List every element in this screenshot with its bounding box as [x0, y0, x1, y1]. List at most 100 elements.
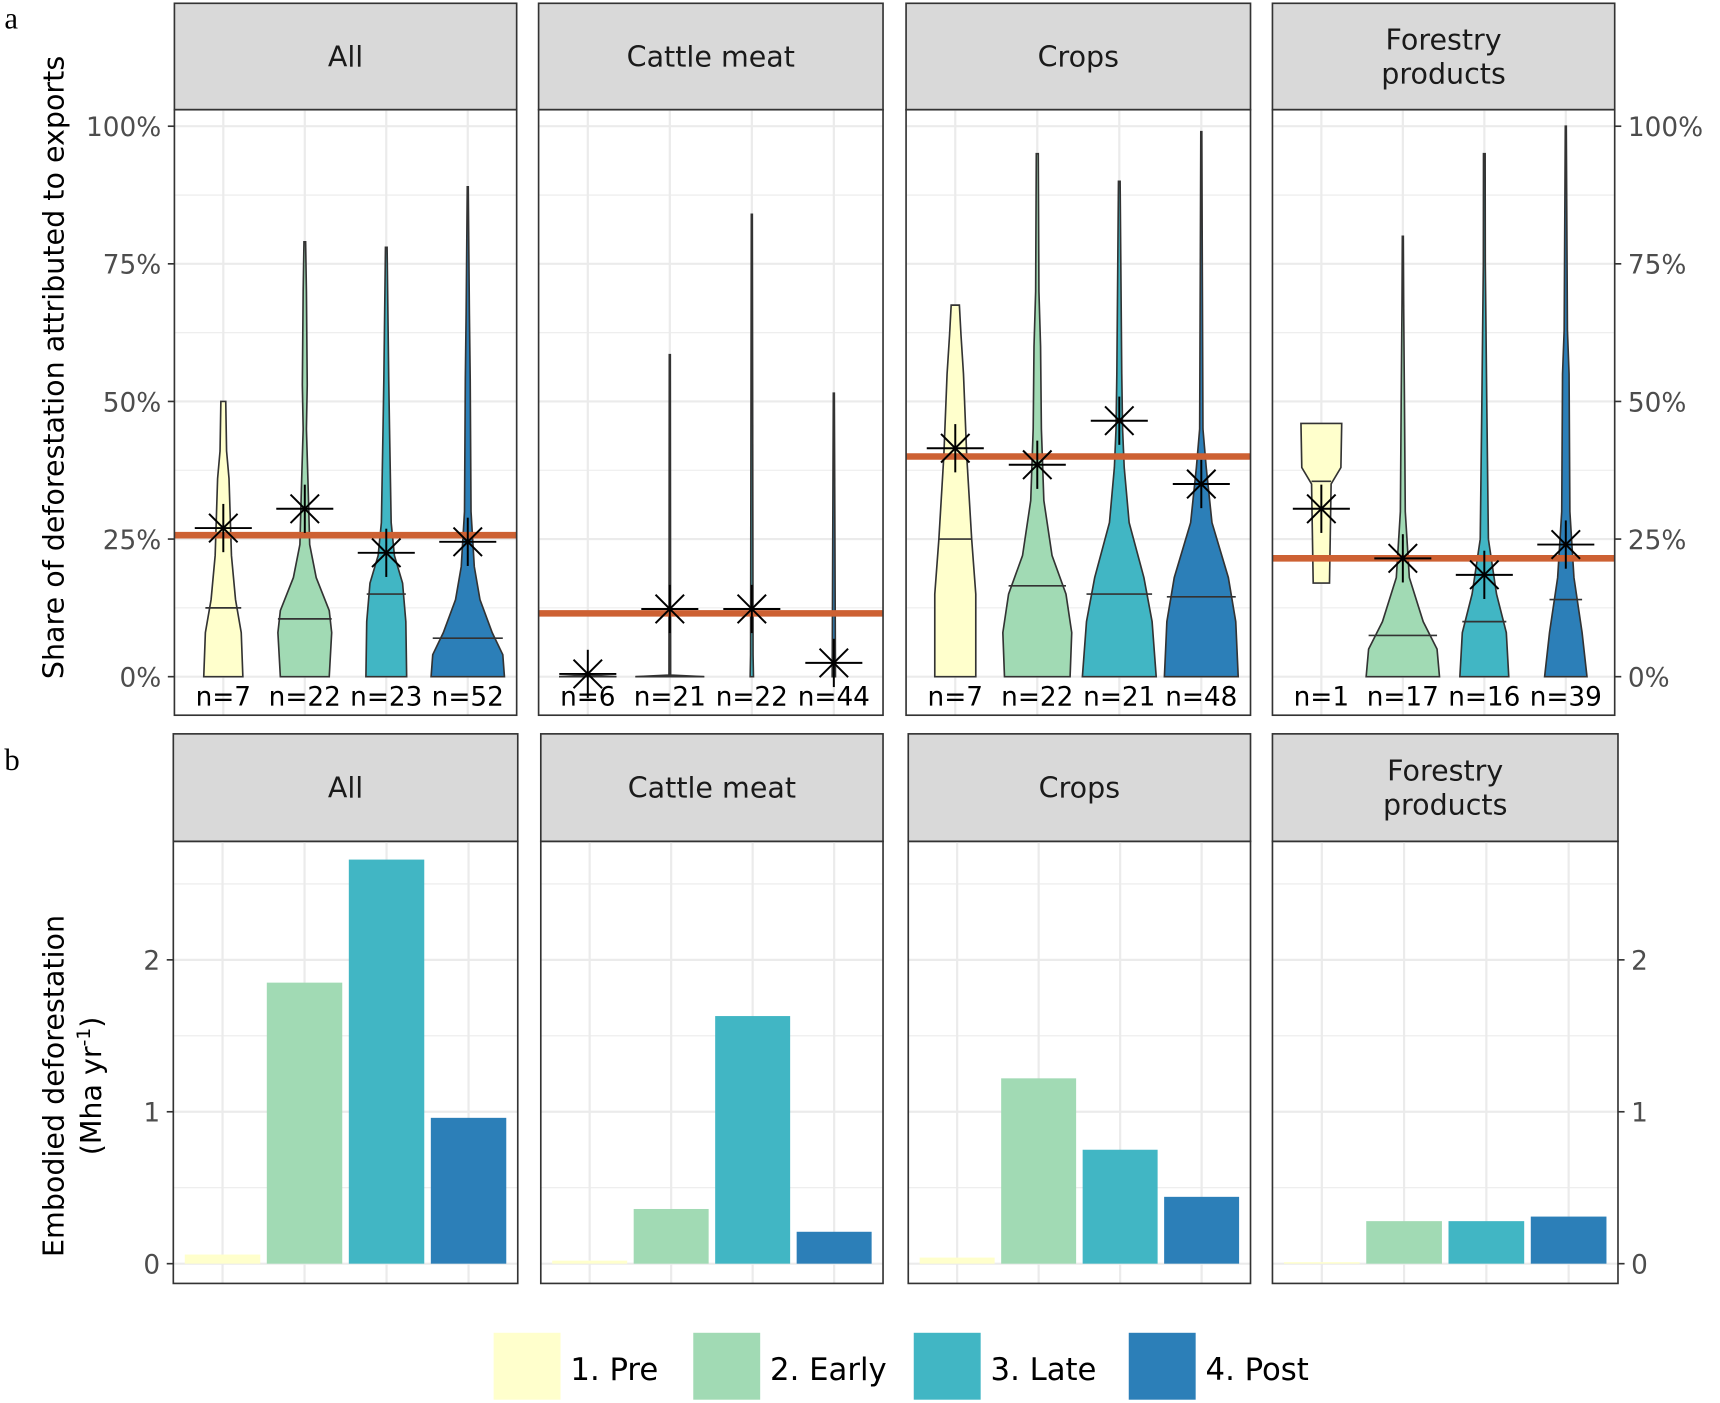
violin-4: [831, 392, 837, 678]
sample-size-label: n=22: [1001, 682, 1073, 712]
facet-border: [1271, 108, 1616, 717]
mean-marker: [276, 484, 334, 533]
facet-title: Cattle meat: [628, 771, 796, 804]
y-tick-label: 50%: [103, 388, 161, 418]
y-axis-title-b-line2: (Mha yr-1): [74, 1017, 108, 1156]
legend-item-1: 1. Pre: [493, 1332, 658, 1400]
legend-swatch: [913, 1332, 981, 1400]
facet-border: [539, 840, 884, 1285]
mean-marker: [1090, 396, 1148, 445]
facet-cattle-meat: Cattle meat n=6 n=21 n=22 n=44: [537, 2, 884, 717]
facet-all: All 0 1 2: [143, 733, 519, 1285]
bar-3: [348, 859, 425, 1264]
sample-size-label: n=16: [1448, 682, 1520, 712]
bar-2: [1001, 1078, 1077, 1264]
violin-3: [365, 246, 408, 678]
bar-1: [919, 1257, 995, 1264]
facet-strip: [1271, 733, 1619, 843]
legend-item-4: 4. Post: [1128, 1332, 1309, 1400]
panel-label-b: b: [4, 743, 19, 777]
mean-marker-d2: [654, 594, 685, 624]
facet-strip: [905, 2, 1252, 111]
facet-title: Crops: [1039, 771, 1120, 804]
bar-4: [430, 1117, 507, 1264]
sample-size-label: n=22: [716, 682, 788, 712]
mean-marker-d2: [736, 594, 767, 624]
y-tick-label: 75%: [1628, 251, 1686, 281]
violin-2: [1002, 152, 1073, 678]
mean-marker: [194, 503, 252, 553]
mean-marker: [439, 517, 497, 566]
bar-4: [796, 1231, 872, 1264]
y-tick-label: 0: [1631, 1251, 1648, 1281]
facet-strip: [1271, 2, 1616, 111]
y-tick-label: 2: [143, 947, 160, 977]
facet-title: Crops: [1038, 40, 1119, 73]
y-tick-label: 50%: [1628, 388, 1686, 418]
mean-marker-d2: [1550, 529, 1581, 560]
facet-title: Cattle meat: [627, 40, 795, 73]
y-axis-title-b-line1: Embodied deforestation: [38, 915, 71, 1257]
facet-title: products: [1383, 788, 1508, 821]
sample-size-label: n=7: [196, 682, 251, 712]
mean-marker: [1537, 520, 1595, 569]
mean-marker-d2: [1104, 405, 1135, 436]
violin-3: [749, 213, 755, 678]
bar-2: [633, 1208, 709, 1264]
bar-3: [715, 1016, 791, 1264]
y-tick-label: 2: [1631, 947, 1648, 977]
y-axis-title-b-close: ): [75, 1017, 108, 1028]
facet-crops: Crops: [907, 733, 1252, 1285]
y-tick-label: 1: [143, 1099, 160, 1129]
y-tick-label: 0%: [1628, 664, 1670, 694]
mean-marker: [1374, 534, 1432, 583]
legend-swatch: [493, 1332, 561, 1400]
bar-3: [1082, 1149, 1158, 1264]
mean-marker-d2: [1387, 543, 1418, 574]
y-tick-label: 0: [143, 1251, 160, 1281]
bar-3: [1448, 1221, 1525, 1264]
facet-all: All n=7 n=22 n=23 n=52 0% 25% 50% 75% 100%: [86, 2, 518, 717]
facet-strip: [537, 2, 884, 111]
mean-marker: [805, 638, 863, 688]
bar-1: [552, 1260, 628, 1264]
y-axis-title-b-exponent: -1: [74, 1028, 95, 1047]
legend-label: 2. Early: [770, 1352, 887, 1388]
legend-item-2: 2. Early: [693, 1332, 887, 1400]
facet-border: [907, 840, 1252, 1285]
bar-1: [1283, 1262, 1360, 1264]
legend-label: 1. Pre: [570, 1352, 658, 1388]
facet-strip: [172, 733, 519, 843]
mean-marker-d2: [208, 513, 239, 544]
legend-swatch: [1128, 1332, 1196, 1400]
y-axis-title-a: Share of deforestation attributed to exp…: [38, 56, 71, 679]
facet-title: All: [328, 40, 363, 73]
mean-marker: [723, 584, 781, 634]
y-tick-label: 25%: [1628, 526, 1686, 556]
mean-marker-d2: [1306, 493, 1337, 524]
panel-label-a: a: [4, 2, 18, 36]
sample-size-label: n=44: [798, 682, 870, 712]
sample-size-label: n=52: [432, 682, 504, 712]
violin-2: [1365, 235, 1441, 678]
facet-border: [173, 108, 518, 717]
mean-marker: [1172, 459, 1230, 509]
sample-size-label: n=22: [269, 682, 341, 712]
mean-marker-d2: [1186, 469, 1217, 499]
sample-size-label: n=23: [350, 682, 422, 712]
facet-title: Forestry: [1387, 754, 1503, 787]
sample-size-label: n=7: [928, 682, 983, 712]
facet-cattle-meat: Cattle meat: [539, 733, 884, 1285]
facet-strip: [173, 2, 518, 111]
facet-title: products: [1381, 57, 1506, 90]
mean-marker-d2: [452, 526, 483, 557]
legend-label: 3. Late: [991, 1352, 1097, 1388]
facet-border: [172, 840, 519, 1285]
mean-marker-d2: [940, 433, 971, 464]
sample-size-label: n=1: [1294, 682, 1349, 712]
violin-4: [430, 185, 506, 678]
bar-4: [1164, 1196, 1240, 1264]
